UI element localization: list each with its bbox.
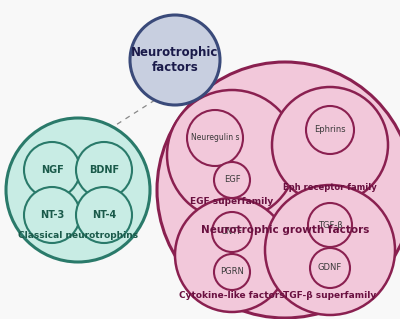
Text: TGF-β: TGF-β <box>318 220 342 229</box>
Circle shape <box>214 162 250 198</box>
Text: EGF superfamily: EGF superfamily <box>190 197 274 206</box>
Circle shape <box>157 62 400 318</box>
Text: EGF: EGF <box>224 175 240 184</box>
Text: NGF: NGF <box>41 165 63 175</box>
Circle shape <box>130 15 220 105</box>
Circle shape <box>24 142 80 198</box>
Text: NT-3: NT-3 <box>40 210 64 220</box>
Circle shape <box>76 142 132 198</box>
Text: Eph receptor family: Eph receptor family <box>283 183 377 192</box>
Circle shape <box>175 198 289 312</box>
Text: Ephrins: Ephrins <box>314 125 346 135</box>
Text: Cytokine-like factors: Cytokine-like factors <box>179 291 285 300</box>
Circle shape <box>306 106 354 154</box>
Text: Classical neurotrophins: Classical neurotrophins <box>18 231 138 240</box>
Circle shape <box>6 118 150 262</box>
Text: Neurotrophic growth factors: Neurotrophic growth factors <box>201 225 369 235</box>
Circle shape <box>214 254 250 290</box>
Text: CNTF: CNTF <box>221 227 243 236</box>
Text: PGRN: PGRN <box>220 268 244 277</box>
Text: BDNF: BDNF <box>89 165 119 175</box>
Text: Neuregulin s: Neuregulin s <box>191 133 239 143</box>
Circle shape <box>24 187 80 243</box>
Circle shape <box>187 110 243 166</box>
Circle shape <box>76 187 132 243</box>
Circle shape <box>265 185 395 315</box>
Text: NT-4: NT-4 <box>92 210 116 220</box>
Circle shape <box>167 90 297 220</box>
Circle shape <box>272 87 388 203</box>
Text: GDNF: GDNF <box>318 263 342 272</box>
Circle shape <box>308 203 352 247</box>
Text: TGF-β superfamily: TGF-β superfamily <box>283 291 377 300</box>
Circle shape <box>212 212 252 252</box>
Text: Neurotrophic
factors: Neurotrophic factors <box>131 46 219 74</box>
Circle shape <box>310 248 350 288</box>
